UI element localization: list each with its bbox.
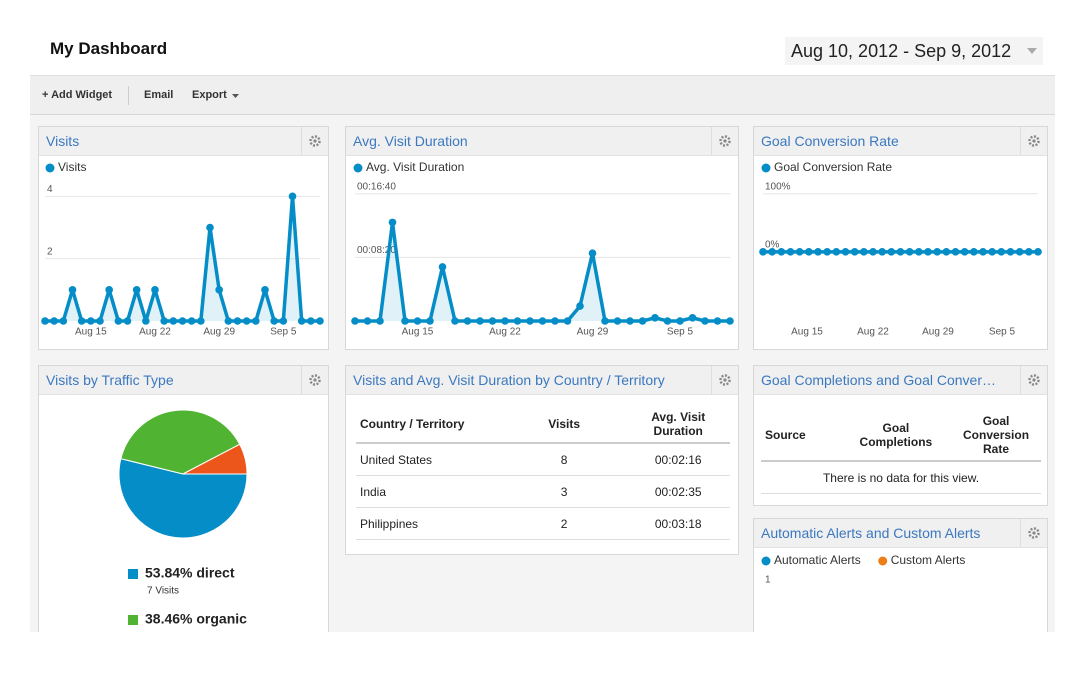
cell: 8 <box>501 443 627 476</box>
toolbar: + Add Widget Email Export <box>30 75 1055 115</box>
gear-glyph <box>1028 527 1040 539</box>
settings-icon[interactable] <box>1020 366 1047 394</box>
widget-title: Goal Completions and Goal Conver… <box>761 372 997 388</box>
widget-header: Goal Conversion Rate <box>754 127 1047 156</box>
widget-title: Visits by Traffic Type <box>46 372 174 388</box>
cell: 3 <box>501 475 627 508</box>
header: My Dashboard Aug 10, 2012 - Sep 9, 2012 <box>30 25 1055 75</box>
widget: Visits by Traffic Type <box>38 365 329 632</box>
column-header: Avg. Visit Duration <box>626 406 730 444</box>
cell: Philippines <box>356 507 502 540</box>
widget-title: Automatic Alerts and Custom Alerts <box>761 525 981 541</box>
widget-header: Avg. Visit Duration <box>346 127 738 156</box>
cell: 00:03:18 <box>626 507 730 540</box>
gear-glyph <box>719 135 731 147</box>
goal-table: Source Goal Completions Goal Conversion Ra… <box>761 410 1041 494</box>
separator <box>128 86 129 105</box>
country-table: Country / Territory Visits Avg. Visit Dura… <box>356 406 730 540</box>
column-header: Goal Completions <box>840 410 952 462</box>
widget-title: Visits and Avg. Visit Duration by Countr… <box>353 372 665 388</box>
cell: India <box>356 475 502 508</box>
empty-message: There is no data for this view. <box>761 461 1041 494</box>
settings-icon[interactable] <box>711 366 738 394</box>
widget-header: Goal Completions and Goal Conver… <box>754 366 1047 395</box>
widget-header: Visits <box>39 127 328 156</box>
gear-glyph <box>309 374 321 386</box>
column-header: Source <box>761 410 841 462</box>
column-header: Visits <box>501 406 627 444</box>
widget: Avg. Visit Duration <box>345 126 739 350</box>
widget: Goal Completions and Goal Conver… Source… <box>753 365 1048 506</box>
gear-glyph <box>719 374 731 386</box>
widget-title: Visits <box>46 133 80 149</box>
gear-glyph <box>1028 135 1040 147</box>
settings-icon[interactable] <box>711 127 738 155</box>
widget-header: Automatic Alerts and Custom Alerts <box>754 519 1047 548</box>
settings-icon[interactable] <box>301 366 328 394</box>
widget: Automatic Alerts and Custom Alerts <box>753 518 1048 632</box>
column-header: Country / Territory <box>356 406 502 444</box>
date-range-text: Aug 10, 2012 - Sep 9, 2012 <box>791 41 1012 61</box>
gear-glyph <box>309 135 321 147</box>
email-button[interactable]: Email <box>144 89 174 101</box>
add-widget-button[interactable]: + Add Widget <box>42 89 113 101</box>
widget-header: Visits and Avg. Visit Duration by Countr… <box>346 366 738 395</box>
export-button[interactable]: Export <box>192 89 227 101</box>
cell: United States <box>356 443 502 476</box>
column-header: Goal Conversion Rate <box>951 410 1041 462</box>
widget-title: Goal Conversion Rate <box>761 133 899 149</box>
settings-icon[interactable] <box>301 127 328 155</box>
dashboard: My Dashboard Aug 10, 2012 - Sep 9, 2012 … <box>30 25 1055 632</box>
settings-icon[interactable] <box>1020 519 1047 547</box>
dropdown-arrow <box>1027 48 1037 54</box>
widget: Goal Conversion Rate <box>753 126 1048 350</box>
page-title: My Dashboard <box>50 39 168 58</box>
cell: 2 <box>501 507 627 540</box>
cell: 00:02:16 <box>626 443 730 476</box>
dropdown-arrow <box>232 94 239 98</box>
widget-header: Visits by Traffic Type <box>39 366 328 395</box>
date-range[interactable]: Aug 10, 2012 - Sep 9, 2012 <box>785 37 1043 65</box>
gear-glyph <box>1028 374 1040 386</box>
widget: Visits and Avg. Visit Duration by Countr… <box>345 365 739 555</box>
cell: 00:02:35 <box>626 475 730 508</box>
widget-title: Avg. Visit Duration <box>353 133 468 149</box>
widget: Visits <box>38 126 329 350</box>
settings-icon[interactable] <box>1020 127 1047 155</box>
